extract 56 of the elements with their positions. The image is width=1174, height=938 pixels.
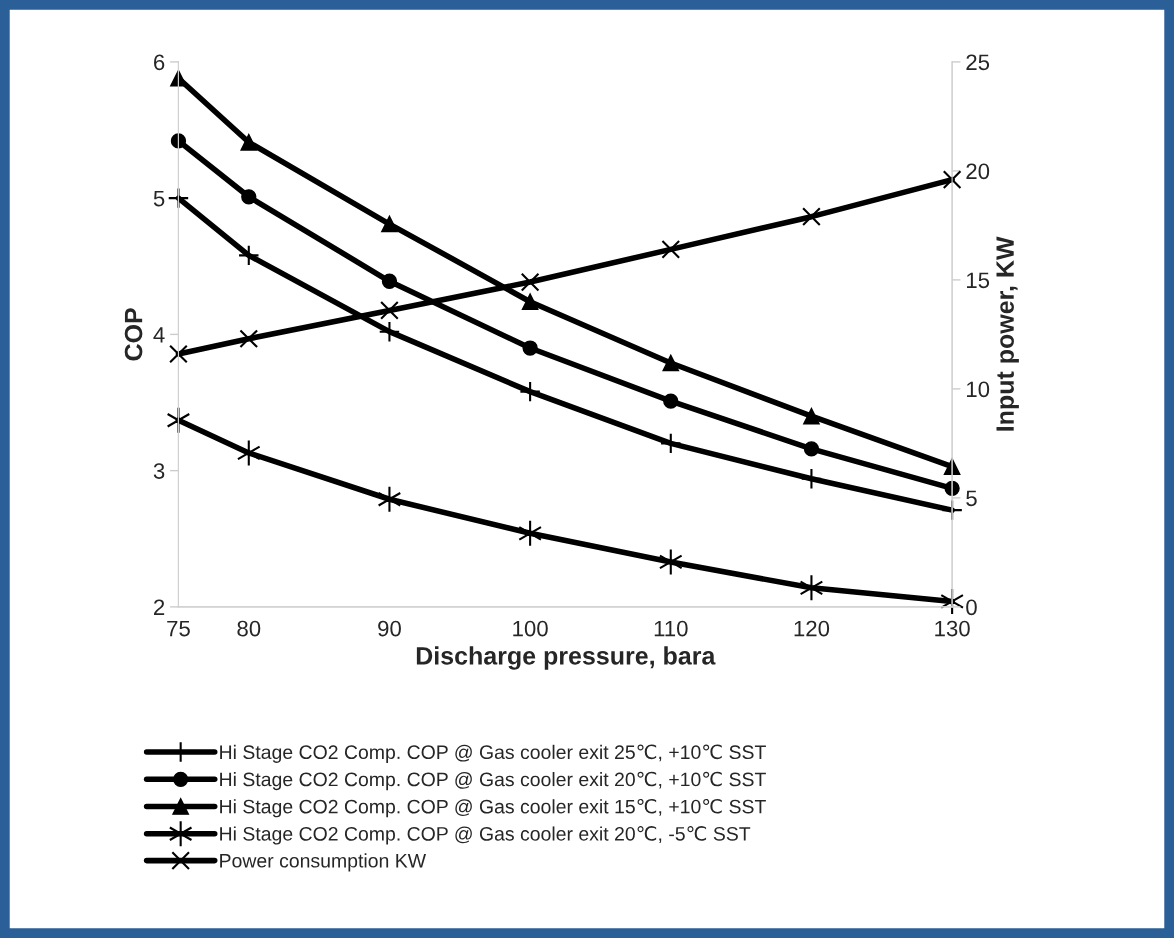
point xyxy=(660,432,682,455)
point xyxy=(663,393,679,409)
point xyxy=(799,574,824,602)
y-tick-label: 3 xyxy=(153,463,165,479)
y2-tick-label: 25 xyxy=(966,54,990,71)
point xyxy=(522,340,538,356)
point xyxy=(381,215,398,233)
legend-label: Hi Stage CO2 Comp. COP @ Gas cooler exit 20℃, -5℃ SST xyxy=(220,826,751,845)
point xyxy=(377,485,402,513)
point xyxy=(239,329,259,349)
point xyxy=(662,354,680,372)
point xyxy=(236,439,261,467)
point xyxy=(521,293,539,311)
y-tick-label: 5 xyxy=(153,190,165,207)
y-axis-title: COP xyxy=(124,308,143,361)
y-tick-label: 6 xyxy=(154,54,165,71)
legend-label: Hi Stage CO2 Comp. COP @ Gas cooler exit 15℃, +10℃ SST xyxy=(220,798,766,818)
legend-label: Power consumption KW xyxy=(220,853,427,872)
x-tick-label: 90 xyxy=(378,620,401,637)
point xyxy=(520,272,540,292)
point xyxy=(803,407,820,425)
y2-tick-label: 20 xyxy=(966,163,990,180)
legend-label: Hi Stage CO2 Comp. COP @ Gas cooler exit 25℃, +10℃ SST xyxy=(220,744,766,763)
point xyxy=(240,133,258,151)
x-axis-title: Discharge pressure, bara xyxy=(416,646,716,670)
y2-tick-label: 15 xyxy=(967,272,990,289)
legend-label: Hi Stage CO2 Comp. COP @ Gas cooler exit 20℃, +10℃ SST xyxy=(220,771,766,791)
point xyxy=(381,273,398,289)
point xyxy=(658,548,683,576)
y2-tick-label: 0 xyxy=(966,599,977,616)
point xyxy=(942,170,962,189)
point xyxy=(170,69,187,87)
y2-tick-label: 10 xyxy=(967,381,990,398)
point xyxy=(167,187,190,209)
y2-axis-title: Input power, KW xyxy=(996,236,1019,431)
point xyxy=(518,519,542,547)
x-tick-label: 75 xyxy=(167,620,190,637)
point xyxy=(378,320,401,343)
point xyxy=(661,240,681,259)
point xyxy=(380,301,399,320)
y-tick-label: 4 xyxy=(153,327,165,343)
x-tick-label: 120 xyxy=(794,620,830,637)
x-tick-label: 80 xyxy=(237,620,261,637)
point xyxy=(238,244,260,267)
point xyxy=(519,380,541,403)
x-tick-label: 100 xyxy=(513,620,548,637)
x-tick-label: 110 xyxy=(654,620,688,637)
x-tick-label: 130 xyxy=(935,620,970,637)
point xyxy=(241,189,257,205)
point xyxy=(169,344,188,364)
point xyxy=(803,441,820,457)
y2-tick-label: 5 xyxy=(966,490,977,507)
point xyxy=(802,207,821,227)
y-tick-label: 2 xyxy=(154,599,165,615)
point xyxy=(800,468,823,490)
point xyxy=(170,133,187,149)
